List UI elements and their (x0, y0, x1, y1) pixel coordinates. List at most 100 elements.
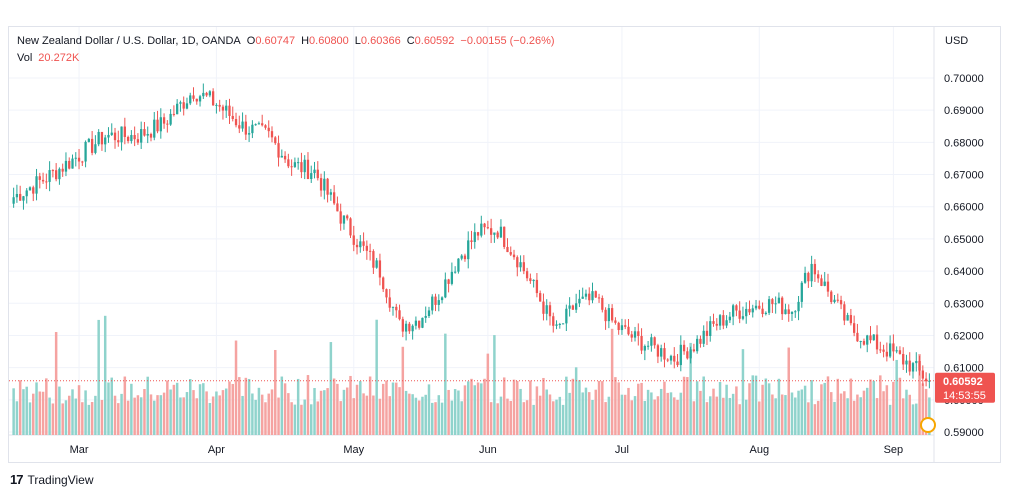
candle-up (457, 258, 460, 272)
candle-up (110, 132, 113, 135)
volume-bar-down (830, 392, 833, 435)
volume-bar-up (744, 399, 748, 435)
candle-down (640, 335, 643, 351)
candle-down (722, 315, 725, 326)
candle-down (705, 330, 709, 336)
candle-down (398, 310, 401, 320)
volume-bar-down (617, 382, 620, 435)
candle-up (176, 103, 179, 115)
volume-bar-down (228, 381, 231, 435)
volume-bar-down (316, 401, 320, 435)
volume-bar-up (188, 379, 192, 435)
candle-up (97, 131, 100, 145)
candle-down (542, 301, 545, 314)
volume-bar-down (205, 391, 208, 435)
candle-up (179, 102, 182, 104)
volume-bar-down (398, 387, 401, 435)
volume-bar-down (627, 387, 630, 435)
volume-bar-up (391, 382, 395, 435)
candle-up (607, 308, 611, 322)
volume-bar-down (483, 378, 486, 435)
candle-down (630, 334, 633, 338)
open-label: O (246, 35, 256, 47)
volume-bar-down (123, 376, 127, 435)
candle-down (738, 310, 741, 319)
volume-bar-down (761, 384, 764, 435)
volume-bar-down (172, 384, 176, 435)
candle-up (532, 279, 535, 282)
candle-down (761, 308, 764, 315)
y-tick-label: 0.62000 (944, 330, 984, 342)
volume-legend: Vol 20.272K (17, 52, 85, 64)
candle-up (728, 316, 732, 321)
volume-bar-up (437, 395, 441, 435)
volume-bar-down (813, 404, 817, 435)
candle-down (372, 251, 375, 268)
candle-down (287, 159, 290, 167)
volume-bar-down (676, 399, 679, 435)
candle-up (911, 363, 915, 372)
volume-bar-up (620, 394, 624, 435)
volume-bar-up (865, 387, 869, 435)
candle-down (869, 335, 872, 341)
candle-up (185, 103, 189, 109)
candle-up (545, 305, 548, 314)
volume-bar-down (601, 381, 604, 435)
candle-down (509, 252, 512, 255)
candle-up (689, 349, 692, 359)
volume-bar-up (293, 404, 297, 435)
volume-bar-up (159, 395, 163, 435)
volume-bar-up (323, 390, 326, 435)
candle-down (852, 323, 856, 333)
candle-up (454, 271, 457, 273)
volume-bar-down (283, 383, 287, 435)
candle-down (686, 351, 689, 359)
volume-bar-down (712, 388, 715, 435)
volume-bar-down (211, 396, 215, 435)
candle-down (123, 126, 126, 137)
candle-up (297, 162, 300, 164)
volume-bar-down (463, 385, 467, 435)
volume-bar-up (833, 401, 836, 435)
volume-bar-down (61, 403, 64, 435)
y-tick-label: 0.64000 (944, 266, 984, 278)
volume-bar-up (803, 385, 807, 435)
candle-down (862, 341, 866, 345)
volume-bar-up (558, 396, 562, 435)
volume-bar-up (581, 392, 584, 435)
candle-down (463, 255, 467, 260)
volume-bar-up (28, 402, 32, 435)
low-label: L (354, 35, 361, 47)
candle-up (208, 91, 212, 96)
volume-bar-down (807, 402, 810, 435)
candle-down (77, 157, 81, 162)
volume-bar-down (758, 401, 761, 435)
y-tick-label: 0.66000 (944, 202, 984, 214)
candle-down (529, 278, 532, 282)
candle-up (25, 190, 28, 197)
candle-down (166, 123, 169, 125)
volume-bar-up (473, 385, 477, 435)
volume-bar-down (77, 385, 81, 435)
candle-up (558, 323, 561, 325)
volume-bar-down (51, 403, 55, 435)
volume-bar-up (58, 386, 61, 435)
candle-up (794, 311, 797, 313)
volume-bar-down (319, 390, 323, 435)
candle-down (117, 140, 120, 143)
countdown-label: 14:53:55 (943, 390, 986, 402)
tradingview-brand[interactable]: 17 TradingView (10, 472, 94, 487)
candle-up (872, 334, 875, 341)
candle-down (594, 291, 597, 298)
volume-bar-down (882, 391, 885, 435)
volume-bar-up (64, 400, 68, 435)
volume-bar-down (529, 380, 532, 435)
volume-bar-up (823, 382, 826, 435)
candle-up (12, 197, 15, 204)
candle-down (355, 244, 359, 248)
candle-up (833, 299, 836, 303)
volume-bar-down (587, 392, 591, 435)
candle-down (228, 105, 231, 116)
volume-bar-down (571, 378, 575, 435)
